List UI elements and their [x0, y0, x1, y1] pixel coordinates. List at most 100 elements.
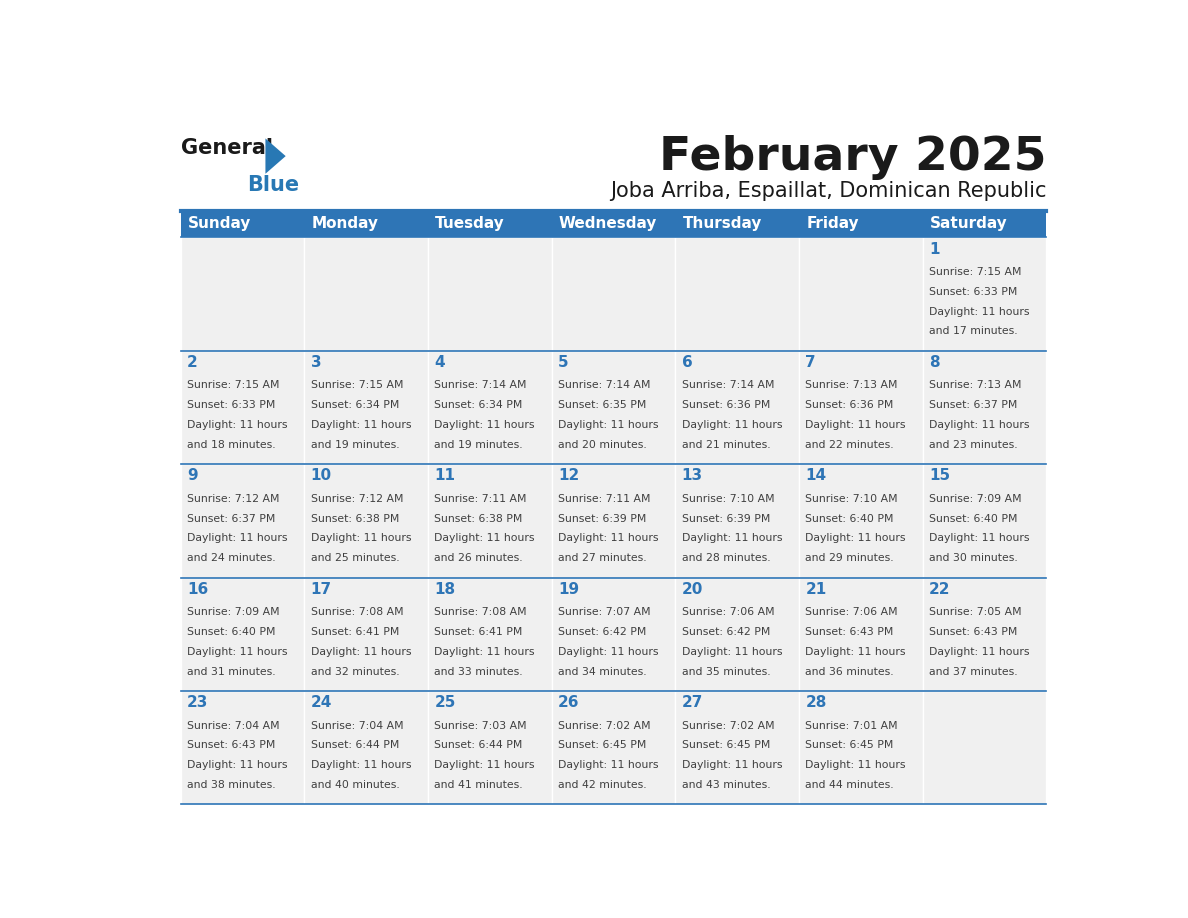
Text: and 41 minutes.: and 41 minutes. [435, 780, 523, 790]
Text: Saturday: Saturday [930, 217, 1007, 231]
Text: 11: 11 [435, 468, 455, 484]
Text: Sunrise: 7:04 AM: Sunrise: 7:04 AM [311, 721, 404, 731]
Text: Sunrise: 7:13 AM: Sunrise: 7:13 AM [929, 380, 1022, 390]
Text: 22: 22 [929, 582, 950, 597]
Bar [551, 351, 675, 465]
Text: Sunrise: 7:15 AM: Sunrise: 7:15 AM [929, 267, 1022, 277]
Text: Sunset: 6:35 PM: Sunset: 6:35 PM [558, 400, 646, 410]
Text: 16: 16 [188, 582, 208, 597]
Text: Sunrise: 7:01 AM: Sunrise: 7:01 AM [805, 721, 898, 731]
Text: Sunset: 6:37 PM: Sunset: 6:37 PM [188, 514, 276, 523]
Text: Daylight: 11 hours: Daylight: 11 hours [805, 647, 906, 656]
Text: Sunset: 6:45 PM: Sunset: 6:45 PM [558, 741, 646, 750]
Text: 1: 1 [929, 241, 940, 257]
Text: and 38 minutes.: and 38 minutes. [188, 780, 276, 790]
Text: Sunset: 6:40 PM: Sunset: 6:40 PM [805, 514, 893, 523]
Text: Sunrise: 7:07 AM: Sunrise: 7:07 AM [558, 607, 651, 617]
Text: Daylight: 11 hours: Daylight: 11 hours [929, 533, 1030, 543]
Text: Daylight: 11 hours: Daylight: 11 hours [188, 647, 287, 656]
Text: Sunset: 6:42 PM: Sunset: 6:42 PM [682, 627, 770, 637]
Bar [428, 465, 551, 577]
Text: and 28 minutes.: and 28 minutes. [682, 554, 770, 564]
Bar [551, 691, 675, 804]
Text: Monday: Monday [311, 217, 379, 231]
Bar [798, 465, 923, 577]
Text: and 18 minutes.: and 18 minutes. [188, 440, 276, 450]
Text: Sunrise: 7:08 AM: Sunrise: 7:08 AM [311, 607, 404, 617]
Text: and 34 minutes.: and 34 minutes. [558, 666, 646, 677]
Text: 12: 12 [558, 468, 580, 484]
Text: Sunrise: 7:14 AM: Sunrise: 7:14 AM [435, 380, 527, 390]
Text: Sunrise: 7:03 AM: Sunrise: 7:03 AM [435, 721, 527, 731]
Text: Daylight: 11 hours: Daylight: 11 hours [311, 533, 411, 543]
Text: 26: 26 [558, 695, 580, 711]
Bar [798, 238, 923, 351]
Text: Wednesday: Wednesday [560, 217, 657, 231]
Text: Daylight: 11 hours: Daylight: 11 hours [435, 647, 535, 656]
Text: and 43 minutes.: and 43 minutes. [682, 780, 770, 790]
Text: Sunset: 6:34 PM: Sunset: 6:34 PM [311, 400, 399, 410]
Text: Friday: Friday [807, 217, 859, 231]
Text: Sunset: 6:41 PM: Sunset: 6:41 PM [435, 627, 523, 637]
Text: and 40 minutes.: and 40 minutes. [311, 780, 399, 790]
Text: 8: 8 [929, 355, 940, 370]
Text: Daylight: 11 hours: Daylight: 11 hours [558, 760, 658, 770]
Text: Sunrise: 7:12 AM: Sunrise: 7:12 AM [188, 494, 279, 504]
Text: Daylight: 11 hours: Daylight: 11 hours [558, 647, 658, 656]
Bar [923, 691, 1047, 804]
Text: and 21 minutes.: and 21 minutes. [682, 440, 770, 450]
Text: 10: 10 [311, 468, 331, 484]
Text: Sunset: 6:38 PM: Sunset: 6:38 PM [435, 514, 523, 523]
Text: and 36 minutes.: and 36 minutes. [805, 666, 895, 677]
Text: Sunset: 6:45 PM: Sunset: 6:45 PM [682, 741, 770, 750]
Text: Sunset: 6:33 PM: Sunset: 6:33 PM [188, 400, 276, 410]
Bar [675, 691, 798, 804]
Bar [798, 691, 923, 804]
Text: and 22 minutes.: and 22 minutes. [805, 440, 895, 450]
Text: Sunset: 6:36 PM: Sunset: 6:36 PM [805, 400, 893, 410]
Bar [304, 351, 428, 465]
Bar [551, 238, 675, 351]
Text: 17: 17 [311, 582, 331, 597]
Text: Sunrise: 7:04 AM: Sunrise: 7:04 AM [188, 721, 280, 731]
Text: and 19 minutes.: and 19 minutes. [311, 440, 399, 450]
Text: Sunset: 6:43 PM: Sunset: 6:43 PM [188, 741, 276, 750]
Text: Daylight: 11 hours: Daylight: 11 hours [805, 420, 906, 430]
Text: Sunset: 6:41 PM: Sunset: 6:41 PM [311, 627, 399, 637]
Text: Sunrise: 7:10 AM: Sunrise: 7:10 AM [682, 494, 775, 504]
Text: Daylight: 11 hours: Daylight: 11 hours [929, 420, 1030, 430]
Bar [304, 465, 428, 577]
Text: and 20 minutes.: and 20 minutes. [558, 440, 646, 450]
Text: Sunrise: 7:02 AM: Sunrise: 7:02 AM [558, 721, 651, 731]
Text: Sunset: 6:36 PM: Sunset: 6:36 PM [682, 400, 770, 410]
Text: Sunset: 6:40 PM: Sunset: 6:40 PM [929, 514, 1017, 523]
Text: 19: 19 [558, 582, 580, 597]
Bar [428, 351, 551, 465]
Bar [181, 577, 304, 691]
Text: Sunrise: 7:11 AM: Sunrise: 7:11 AM [558, 494, 651, 504]
Text: Daylight: 11 hours: Daylight: 11 hours [805, 533, 906, 543]
Text: and 17 minutes.: and 17 minutes. [929, 327, 1018, 337]
Text: and 35 minutes.: and 35 minutes. [682, 666, 770, 677]
Text: Sunrise: 7:14 AM: Sunrise: 7:14 AM [558, 380, 651, 390]
Bar [923, 465, 1047, 577]
Bar [798, 351, 923, 465]
Text: Sunrise: 7:10 AM: Sunrise: 7:10 AM [805, 494, 898, 504]
Bar [923, 238, 1047, 351]
Text: Sunset: 6:44 PM: Sunset: 6:44 PM [311, 741, 399, 750]
Text: and 23 minutes.: and 23 minutes. [929, 440, 1018, 450]
Text: 6: 6 [682, 355, 693, 370]
Bar [304, 238, 428, 351]
Text: Sunset: 6:33 PM: Sunset: 6:33 PM [929, 286, 1017, 297]
Text: Sunset: 6:39 PM: Sunset: 6:39 PM [558, 514, 646, 523]
Text: Sunrise: 7:02 AM: Sunrise: 7:02 AM [682, 721, 775, 731]
Text: and 37 minutes.: and 37 minutes. [929, 666, 1018, 677]
Text: and 44 minutes.: and 44 minutes. [805, 780, 895, 790]
Text: Sunrise: 7:14 AM: Sunrise: 7:14 AM [682, 380, 775, 390]
Bar [551, 465, 675, 577]
Text: 21: 21 [805, 582, 827, 597]
Text: Daylight: 11 hours: Daylight: 11 hours [682, 647, 782, 656]
Text: 24: 24 [311, 695, 333, 711]
Text: Sunset: 6:38 PM: Sunset: 6:38 PM [311, 514, 399, 523]
Text: Sunset: 6:44 PM: Sunset: 6:44 PM [435, 741, 523, 750]
